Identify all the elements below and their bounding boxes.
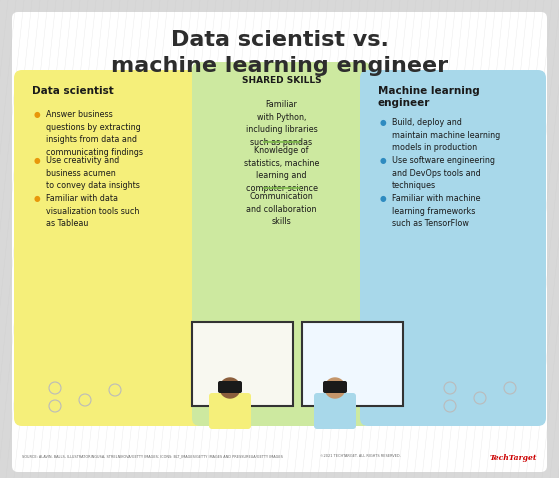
Text: Knowledge of
statistics, machine
learning and
computer science: Knowledge of statistics, machine learnin… <box>244 146 319 193</box>
Text: Familiar
with Python,
including libraries
such as pandas: Familiar with Python, including librarie… <box>245 100 318 146</box>
Circle shape <box>325 378 345 398</box>
FancyBboxPatch shape <box>209 393 251 429</box>
Text: ●: ● <box>34 156 41 165</box>
Text: Answer business
questions by extracting
insights from data and
communicating fin: Answer business questions by extracting … <box>46 110 143 156</box>
Text: TechTarget: TechTarget <box>490 454 537 462</box>
Text: Communication
and collaboration
skills: Communication and collaboration skills <box>247 192 317 226</box>
FancyBboxPatch shape <box>192 322 293 406</box>
FancyBboxPatch shape <box>218 381 242 393</box>
FancyBboxPatch shape <box>360 70 546 426</box>
Circle shape <box>220 378 240 398</box>
Text: Build, deploy and
maintain machine learning
models in production: Build, deploy and maintain machine learn… <box>392 118 500 152</box>
Text: Use creativity and
business acumen
to convey data insights: Use creativity and business acumen to co… <box>46 156 140 190</box>
Text: Data scientist vs.: Data scientist vs. <box>170 30 389 50</box>
Text: Data scientist: Data scientist <box>32 86 113 96</box>
FancyBboxPatch shape <box>12 12 547 472</box>
Text: Familiar with machine
learning frameworks
such as TensorFlow: Familiar with machine learning framework… <box>392 194 481 228</box>
Text: ●: ● <box>380 194 387 203</box>
Text: Machine learning
engineer: Machine learning engineer <box>378 86 480 109</box>
Text: ©2021 TECHTARGET. ALL RIGHTS RESERVED.: ©2021 TECHTARGET. ALL RIGHTS RESERVED. <box>320 454 401 458</box>
FancyBboxPatch shape <box>302 322 403 406</box>
Text: ●: ● <box>380 156 387 165</box>
Text: SHARED SKILLS: SHARED SKILLS <box>241 76 321 85</box>
Text: Familiar with data
visualization tools such
as Tableau: Familiar with data visualization tools s… <box>46 194 139 228</box>
Text: ●: ● <box>34 110 41 119</box>
Text: Use software engineering
and DevOps tools and
techniques: Use software engineering and DevOps tool… <box>392 156 495 190</box>
FancyBboxPatch shape <box>314 393 356 429</box>
FancyBboxPatch shape <box>192 62 371 426</box>
FancyBboxPatch shape <box>14 70 208 426</box>
Text: SOURCE: ALAVIN, BALLS, ILLUSTRATORINGUSA, STRELNIKOVA/GETTY IMAGES; ICONS: BLT_I: SOURCE: ALAVIN, BALLS, ILLUSTRATORINGUSA… <box>22 454 283 458</box>
FancyBboxPatch shape <box>323 381 347 393</box>
Text: ●: ● <box>380 118 387 127</box>
Text: machine learning engineer: machine learning engineer <box>111 56 448 76</box>
Text: ●: ● <box>34 194 41 203</box>
